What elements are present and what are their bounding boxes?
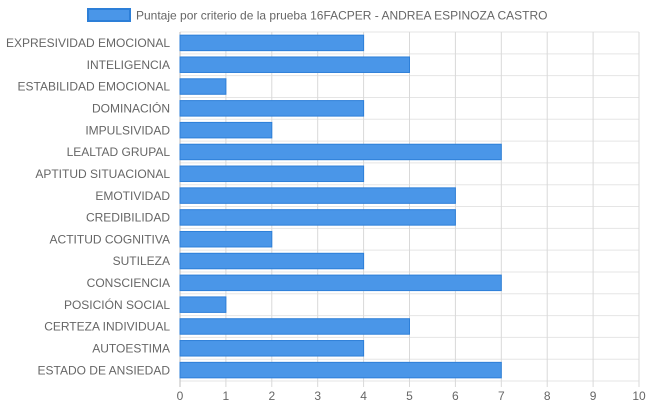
legend[interactable]: Puntaje por criterio de la prueba 16FACP… xyxy=(87,8,548,23)
x-tick-label: 6 xyxy=(452,389,459,403)
x-axis-labels: 0 1 2 3 4 5 6 7 8 9 10 xyxy=(177,389,646,403)
y-axis-labels: EXPRESIVIDAD EMOCIONAL INTELIGENCIA ESTABI… xyxy=(6,36,170,377)
y-tick-label: POSICIÓN SOCIAL xyxy=(64,297,170,312)
bar[interactable] xyxy=(179,340,365,357)
bar[interactable] xyxy=(179,296,227,313)
y-tick-label: ESTABILIDAD EMOCIONAL xyxy=(18,80,171,94)
y-tick-label: EMOTIVIDAD xyxy=(95,189,170,203)
x-tick-label: 4 xyxy=(360,389,367,403)
bar[interactable] xyxy=(179,121,273,139)
bar[interactable] xyxy=(179,187,456,204)
y-tick-label: CERTEZA INDIVIDUAL xyxy=(44,320,170,334)
y-tick-label: SUTILEZA xyxy=(113,254,170,268)
x-tick-label: 7 xyxy=(498,389,505,403)
bar[interactable] xyxy=(179,209,456,226)
bar[interactable] xyxy=(179,56,410,73)
bar[interactable] xyxy=(179,274,502,292)
x-tick-label: 2 xyxy=(268,389,275,403)
y-tick-label: CONSCIENCIA xyxy=(87,276,170,290)
bar[interactable] xyxy=(179,100,365,117)
y-tick-label: IMPULSIVIDAD xyxy=(85,123,170,137)
x-tick-label: 0 xyxy=(177,389,184,403)
y-tick-label: INTELIGENCIA xyxy=(87,58,170,72)
bar[interactable] xyxy=(179,361,502,379)
y-tick-label: EXPRESIVIDAD EMOCIONAL xyxy=(6,36,170,50)
y-tick-label: ACTITUD COGNITIVA xyxy=(50,232,170,246)
x-tick-label: 9 xyxy=(590,389,597,403)
y-tick-label: APTITUD SITUACIONAL xyxy=(35,167,170,181)
x-tick-label: 10 xyxy=(632,389,646,403)
x-tick-label: 1 xyxy=(223,389,230,403)
y-tick-label: AUTOESTIMA xyxy=(92,341,170,355)
x-tick-label: 8 xyxy=(544,389,551,403)
bars xyxy=(179,34,502,379)
y-tick-label: DOMINACIÓN xyxy=(92,101,170,116)
y-tick-label: CREDIBILIDAD xyxy=(86,211,170,225)
y-tick-label: LEALTAD GRUPAL xyxy=(67,145,171,159)
x-tick-label: 3 xyxy=(314,389,321,403)
bar[interactable] xyxy=(179,230,273,248)
bar[interactable] xyxy=(179,34,365,52)
bar[interactable] xyxy=(179,78,227,95)
legend-swatch xyxy=(87,8,131,22)
bar[interactable] xyxy=(179,252,365,270)
bar[interactable] xyxy=(179,143,502,161)
legend-label: Puntaje por criterio de la prueba 16FACP… xyxy=(136,9,548,23)
x-tick-label: 5 xyxy=(406,389,413,403)
y-tick-label: ESTADO DE ANSIEDAD xyxy=(38,363,171,377)
bar[interactable] xyxy=(179,165,365,183)
bar[interactable] xyxy=(179,318,410,335)
